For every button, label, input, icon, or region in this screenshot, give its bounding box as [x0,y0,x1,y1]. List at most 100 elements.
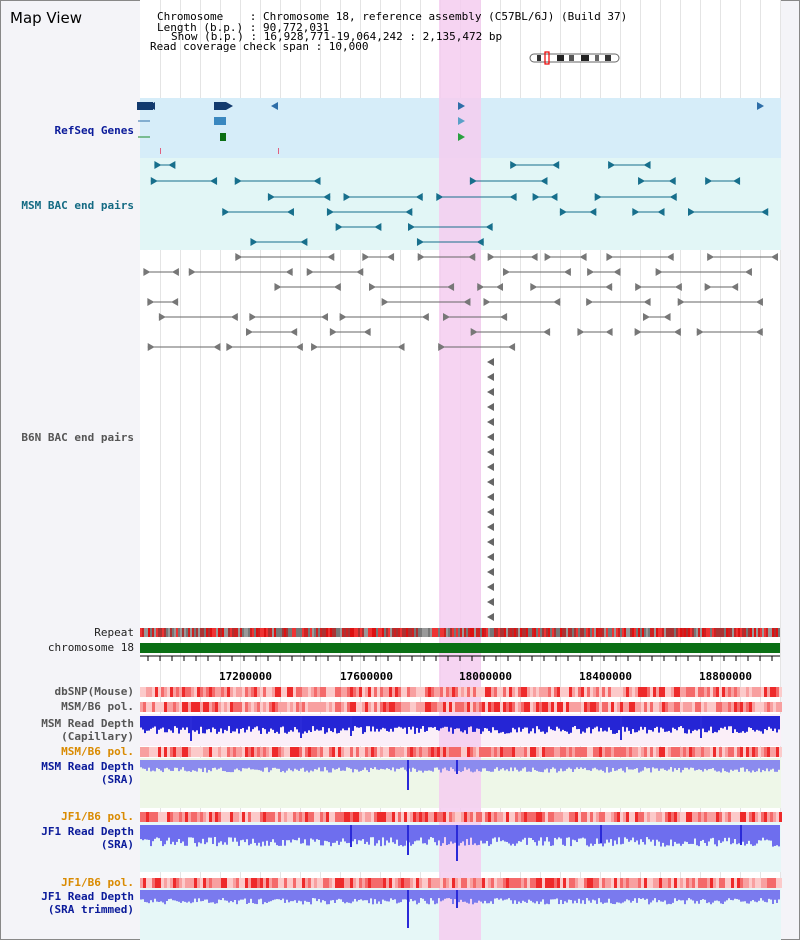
read-depth-bar [722,825,724,842]
show-line: Show (b.p.) : 16,928,771-19,064,242 : 2,… [171,30,503,43]
label-dbsnp[interactable]: dbSNP(Mouse) [54,685,134,698]
polymorphism-mark [449,812,452,822]
read-depth-bar [712,890,714,903]
read-depth-bar [526,825,528,845]
repeat-mark [192,628,194,637]
read-depth-bar [652,890,654,901]
read-depth-bar [236,890,238,905]
repeat-mark [346,628,348,637]
read-depth-bar [538,760,540,772]
polymorphism-mark [182,687,185,697]
read-depth-bar [560,760,562,769]
polymorphism-mark [695,687,698,697]
label-msm-b6-pol[interactable]: MSM/B6 pol. [61,700,134,713]
label-jf1-b6-pol[interactable]: JF1/B6 pol. [61,810,134,823]
read-depth-bar [446,760,448,771]
read-depth-bar [146,716,148,731]
read-depth-bar [252,890,254,904]
read-depth-bar [384,825,386,846]
read-depth-bar [614,825,616,841]
polymorphism-mark [587,687,590,697]
polymorphism-mark [704,687,707,697]
label-jf1-b6-pol-2[interactable]: JF1/B6 pol. [61,876,134,889]
selected-region-highlight[interactable] [439,0,481,940]
polymorphism-mark [527,747,530,757]
label-refseq-genes[interactable]: RefSeq Genes [54,124,134,137]
read-depth-bar [416,890,418,905]
polymorphism-mark [320,878,323,888]
repeat-mark [482,628,484,637]
polymorphism-mark [665,702,668,712]
label-msm-depth-cap-2[interactable]: (Capillary) [61,730,134,743]
read-depth-bar [230,760,232,773]
read-depth-bar [352,760,354,773]
label-msm-bac[interactable]: MSM BAC end pairs [21,199,134,212]
label-jf1-depth-sra-2[interactable]: (SRA) [100,838,134,851]
read-depth-bar [200,890,202,902]
polymorphism-mark [461,812,464,822]
read-depth-bar [760,890,762,899]
read-depth-bar [638,890,640,899]
label-jf1-depth-sra-1[interactable]: JF1 Read Depth [41,825,134,838]
read-depth-bar [246,825,248,840]
read-depth-bar [156,825,158,838]
read-depth-bar [430,716,432,728]
label-msm-depth-cap-1[interactable]: MSM Read Depth [41,717,134,730]
repeat-mark [198,628,200,637]
read-depth-bar [710,890,712,905]
label-msm-b6-pol-2[interactable]: MSM/B6 pol. [61,745,134,758]
repeat-mark [674,628,676,637]
read-depth-bar [338,716,340,733]
polymorphism-mark [683,812,686,822]
read-depth-bar [156,760,158,768]
polymorphism-mark [548,687,551,697]
polymorphism-mark [344,878,347,888]
bac-end-arrow [267,193,275,201]
polymorphism-mark [743,702,746,712]
label-msm-depth-sra-2[interactable]: (SRA) [100,773,134,786]
read-depth-bar [180,716,182,730]
read-depth-bar [294,716,296,728]
polymorphism-mark [611,702,614,712]
read-depth-bar [386,760,388,769]
read-depth-bar [680,716,682,727]
polymorphism-mark [725,812,728,822]
polymorphism-mark [473,687,476,697]
label-jf1-depth-trim-2[interactable]: (SRA trimmed) [47,903,134,916]
polymorphism-mark [656,687,659,697]
label-msm-depth-sra-1[interactable]: MSM Read Depth [41,760,134,773]
read-depth-bar [534,716,536,734]
polymorphism-mark [422,812,425,822]
read-depth-bar [632,890,634,901]
read-depth-bar [674,760,676,769]
read-depth-bar [460,760,462,773]
read-depth-bar [320,825,322,846]
read-depth-bar [352,716,354,731]
read-depth-bar [688,716,690,730]
read-depth-bar [146,890,148,903]
read-depth-bar [744,716,746,733]
polymorphism-mark [698,812,701,822]
read-depth-bar [226,890,228,901]
read-depth-bar [660,825,662,847]
polymorphism-mark [338,747,341,757]
polymorphism-mark [563,812,566,822]
read-depth-bar [474,716,476,732]
gene-block [214,117,226,125]
read-depth-bar [754,760,756,773]
polymorphism-mark [767,747,770,757]
polymorphism-mark [563,687,566,697]
polymorphism-mark [674,747,677,757]
read-depth-bar [344,716,346,731]
read-depth-bar [252,716,254,730]
read-depth-bar [296,760,298,770]
polymorphism-mark [281,812,284,822]
read-depth-bar [514,760,516,768]
read-depth-bar [666,825,668,846]
bac-end-arrow [246,328,254,336]
polymorphism-mark [614,747,617,757]
read-depth-bar [488,716,490,731]
label-jf1-depth-trim-1[interactable]: JF1 Read Depth [41,890,134,903]
chromosome-ideogram[interactable] [529,51,621,65]
label-b6n-bac[interactable]: B6N BAC end pairs [21,431,134,444]
